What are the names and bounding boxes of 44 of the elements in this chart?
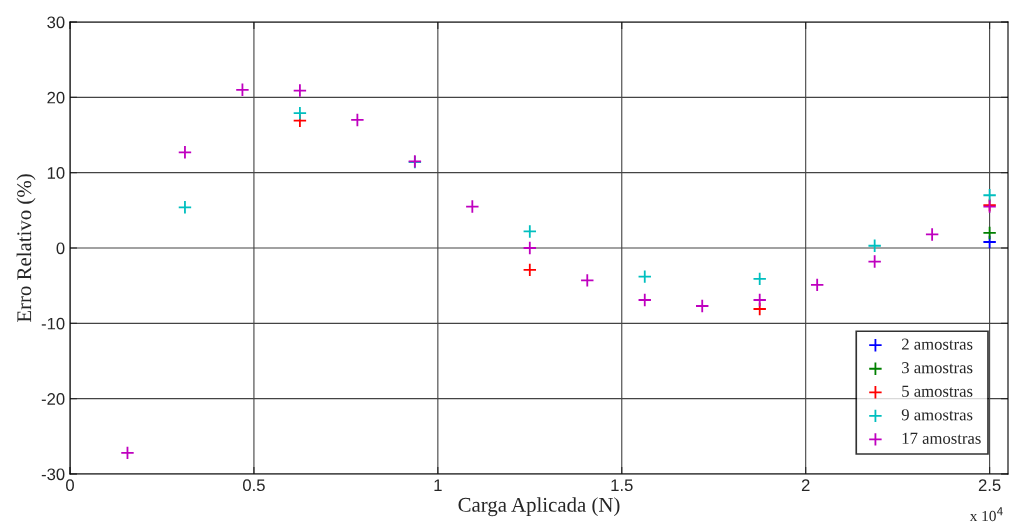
y-tick-label: 10 xyxy=(47,167,65,179)
point xyxy=(522,240,537,256)
legend-label: 5 amostras xyxy=(902,385,973,397)
point xyxy=(177,145,193,160)
x-tick-label: 0 xyxy=(66,479,74,492)
x-tick-label: 1.5 xyxy=(611,479,633,492)
point xyxy=(120,445,135,461)
point xyxy=(925,227,940,242)
y-tick-label: -30 xyxy=(41,468,65,481)
point xyxy=(580,273,595,288)
point xyxy=(752,292,767,308)
x-tick-label: 1 xyxy=(434,479,442,491)
y-tick-label: -20 xyxy=(41,393,65,405)
point xyxy=(465,199,480,214)
point xyxy=(292,83,308,98)
point xyxy=(177,200,193,215)
y-tick-label: 30 xyxy=(47,16,65,29)
legend-label: 2 amostras xyxy=(901,338,973,350)
y-tick-label: 0 xyxy=(56,242,65,255)
point xyxy=(522,262,537,277)
point xyxy=(695,298,710,314)
text: x 10$^{4}$ xyxy=(969,507,1003,522)
x-tick-label: 2.5 xyxy=(978,479,1001,492)
x-tick-label: 0.5 xyxy=(242,479,265,492)
y-tick-label: -10 xyxy=(41,317,65,330)
point xyxy=(522,224,537,239)
point xyxy=(235,82,250,97)
x-axis-title: Carga Aplicada (N) xyxy=(458,497,620,517)
point xyxy=(637,269,652,284)
y-axis-title: Erro Relativo (%) xyxy=(16,174,36,323)
point xyxy=(867,254,882,269)
point xyxy=(867,238,882,253)
point xyxy=(810,277,825,293)
x-tick-label: 2 xyxy=(801,479,810,491)
point xyxy=(350,112,365,128)
point xyxy=(982,188,997,203)
point xyxy=(292,106,308,121)
point xyxy=(637,292,652,308)
legend-label: 3 amostras xyxy=(902,362,973,374)
y-tick-label: 20 xyxy=(47,91,65,104)
point xyxy=(982,225,997,241)
legend-label: 17 amostras xyxy=(902,432,981,444)
legend-label: 9 amostras xyxy=(901,409,973,421)
point xyxy=(752,271,767,287)
